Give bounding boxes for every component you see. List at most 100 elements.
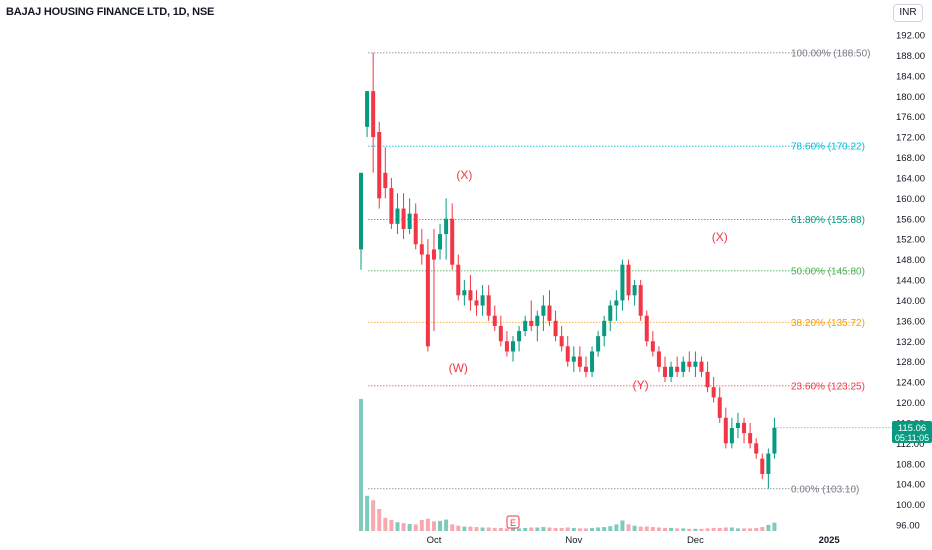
volume-bar — [504, 528, 509, 531]
y-tick-label: 160.00 — [896, 194, 925, 205]
fib-level-label: 100.00% (188.50) — [791, 48, 871, 59]
volume-bar — [590, 527, 595, 531]
candle-body — [389, 188, 394, 224]
wave-label: (W) — [449, 361, 468, 375]
wave-label: (X) — [456, 168, 472, 182]
volume-bar — [754, 527, 759, 531]
volume-bar — [529, 527, 534, 531]
volume-bar — [359, 399, 363, 531]
volume-bar — [523, 527, 528, 531]
candle-body — [456, 264, 461, 296]
volume-bar — [395, 522, 400, 531]
volume-bar — [596, 527, 601, 531]
candle-body — [425, 254, 430, 347]
price-badge-countdown: 05:11:05 — [895, 433, 929, 443]
candle-body — [650, 341, 655, 352]
candle-body — [438, 234, 443, 250]
volume-bar — [371, 500, 376, 531]
volume-bar — [705, 528, 710, 531]
volume-bar — [663, 527, 667, 531]
volume-bar — [772, 522, 777, 531]
candle-body — [608, 305, 613, 321]
candle-body — [766, 453, 771, 474]
event-markers[interactable]: EE⚡ — [506, 515, 932, 529]
volume-bar — [632, 525, 637, 531]
volume-bar — [383, 517, 388, 531]
volume-bar — [419, 520, 424, 531]
y-tick-label: 132.00 — [896, 337, 925, 348]
x-axis: OctNovDec2025FebMar — [427, 535, 841, 546]
volume-bar — [511, 528, 515, 531]
candle-body — [675, 366, 680, 372]
volume-bar — [723, 527, 728, 531]
candle-body — [547, 305, 552, 321]
candle-body — [626, 264, 631, 296]
candle-body — [498, 325, 503, 342]
candle-body — [565, 346, 570, 362]
candle-body — [699, 361, 704, 372]
volume-bar — [553, 527, 558, 531]
y-tick-label: 120.00 — [896, 398, 925, 409]
y-tick-label: 128.00 — [896, 357, 925, 368]
x-tick-label: Dec — [687, 535, 704, 546]
candle-body — [523, 320, 528, 332]
candle-body — [583, 366, 588, 372]
volume-bar — [602, 527, 607, 531]
volume-bar — [401, 523, 406, 531]
candle-body — [559, 336, 564, 347]
volume-bar — [742, 528, 747, 531]
y-tick-label: 148.00 — [896, 255, 925, 266]
volume-bar — [517, 528, 522, 531]
volume-bar — [608, 526, 613, 531]
volume-bar — [699, 528, 704, 531]
volume-bar — [675, 528, 680, 531]
wave-labels: (X)(W)(X)(Y)(Z) — [449, 168, 728, 392]
candle-body — [419, 244, 424, 255]
candle-body — [365, 91, 370, 127]
candle-body — [632, 285, 637, 296]
volume-bar — [535, 527, 540, 531]
volume-bar — [431, 521, 436, 531]
candle-body — [431, 249, 436, 260]
x-tick-label: Nov — [565, 535, 582, 546]
candle-body — [748, 433, 753, 444]
volume-bar — [693, 528, 698, 531]
candle-body — [395, 208, 400, 224]
candle-body — [693, 361, 698, 367]
volume-bar — [626, 524, 631, 531]
volume-bar — [748, 528, 753, 531]
candle-body — [705, 371, 710, 388]
volume-bar — [541, 527, 546, 531]
volume-bar — [468, 526, 473, 531]
candles — [359, 52, 892, 489]
currency-selector[interactable]: INR — [893, 4, 923, 22]
candle-body — [735, 422, 740, 429]
candle-body — [462, 290, 467, 296]
candle-body — [377, 131, 382, 199]
candle-body — [742, 422, 747, 434]
volume-bar — [583, 528, 588, 531]
candle-body — [729, 428, 734, 444]
price-badge-value: 115.06 — [898, 423, 926, 434]
y-tick-label: 108.00 — [896, 459, 925, 470]
price-badge: 115.06 05:11:05 — [892, 421, 932, 443]
y-tick-label: 180.00 — [896, 92, 925, 103]
volume-bar — [407, 523, 412, 531]
y-tick-label: 152.00 — [896, 235, 925, 246]
volume-bar — [365, 495, 370, 531]
fib-level-label: 38.20% (135.72) — [791, 318, 865, 329]
earnings-marker[interactable] — [506, 515, 520, 529]
candle-body — [772, 427, 777, 454]
volume-bars — [359, 399, 777, 531]
fibonacci-levels: 100.00% (188.50) 78.60% (170.22) 61.80% (1… — [368, 48, 871, 495]
volume-bar — [547, 527, 552, 531]
candle-body — [669, 366, 674, 377]
event-marker-label: E — [510, 518, 516, 528]
candle-body — [723, 417, 728, 444]
candle-body — [371, 91, 376, 138]
candle-body — [760, 458, 765, 474]
wave-label: (Y) — [633, 378, 649, 392]
volume-bar — [644, 526, 649, 531]
candle-body — [571, 356, 576, 362]
